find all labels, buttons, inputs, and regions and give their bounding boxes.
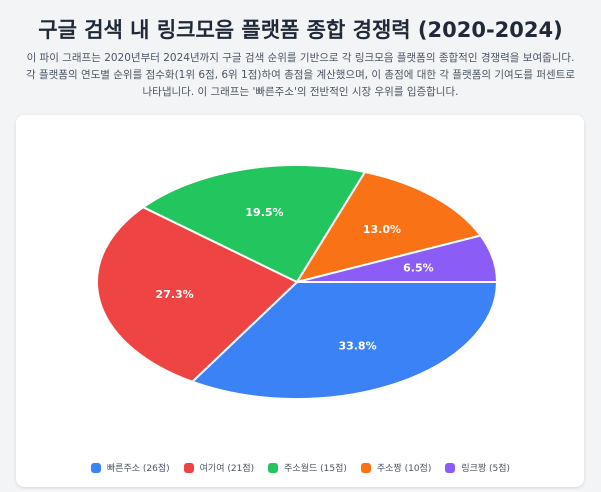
- legend-item[interactable]: 주소월드 (15점): [268, 461, 347, 474]
- legend-item[interactable]: 여기여 (21점): [183, 461, 255, 474]
- pie-slice[interactable]: [294, 170, 483, 284]
- legend-label: 주소월드 (15점): [284, 464, 347, 474]
- description: 이 파이 그래프는 2020년부터 2024년까지 구글 검색 순위를 기반으로…: [25, 52, 575, 98]
- legend: 빠른주소 (26점) 여기여 (21점) 주소월드 (15점) 주소짱 (10점) 링크…: [0, 461, 601, 474]
- legend-item[interactable]: 주소짱 (10점): [360, 461, 432, 474]
- legend-swatch: [268, 462, 279, 473]
- pie-slice[interactable]: [296, 234, 499, 283]
- pie-slice[interactable]: [96, 206, 299, 383]
- slice-label: 27.3%: [156, 288, 194, 301]
- legend-swatch: [445, 462, 456, 473]
- slice-label: 33.8%: [338, 339, 376, 352]
- slice-label: 6.5%: [403, 261, 434, 274]
- legend-label: 여기여 (21점): [199, 464, 255, 474]
- legend-label: 빠른주소 (26점): [106, 464, 170, 474]
- legend-item[interactable]: 빠른주소 (26점): [90, 461, 170, 474]
- legend-label: 링크짱 (5점): [461, 464, 511, 474]
- pie-slice[interactable]: [141, 164, 367, 284]
- page-title: 구글 검색 내 링크모음 플랫폼 종합 경쟁력 (2020-2024): [38, 18, 563, 42]
- slice-label: 19.5%: [245, 206, 283, 219]
- legend-item[interactable]: 링크짱 (5점): [445, 461, 510, 474]
- pie-slice[interactable]: [190, 281, 499, 400]
- slice-label: 13.0%: [363, 223, 401, 236]
- legend-swatch: [183, 462, 194, 473]
- legend-swatch: [90, 462, 101, 473]
- legend-swatch: [360, 462, 371, 473]
- legend-label: 주소짱 (10점): [376, 464, 432, 474]
